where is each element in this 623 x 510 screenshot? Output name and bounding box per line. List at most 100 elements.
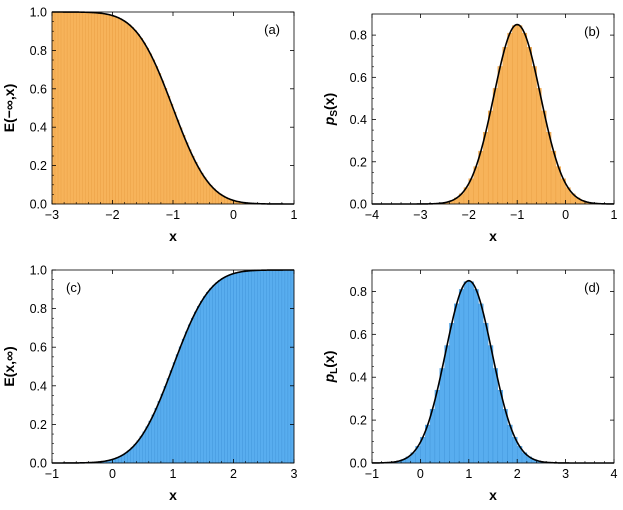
histogram-bar xyxy=(155,408,158,463)
histogram-bar xyxy=(55,12,58,204)
x-tick-label: −2 xyxy=(105,208,119,222)
y-tick-label: 1.0 xyxy=(30,264,47,278)
x-tick-label: −1 xyxy=(45,467,59,481)
x-tick-label: 1 xyxy=(611,208,618,222)
histogram-bar xyxy=(191,318,194,463)
histogram-bar xyxy=(537,88,542,204)
histogram-bar xyxy=(203,296,206,463)
x-tick-label: 0 xyxy=(562,208,569,222)
histogram-bar xyxy=(512,26,517,204)
x-tick-label: 3 xyxy=(562,467,569,481)
histogram-bar xyxy=(288,270,291,463)
histogram-bar xyxy=(493,88,498,204)
histogram-bar xyxy=(488,346,493,463)
histogram-bar xyxy=(478,304,483,463)
histogram-bar xyxy=(282,270,285,463)
histogram-bar xyxy=(191,156,194,204)
histogram-bar xyxy=(227,275,230,463)
histogram-bar xyxy=(276,270,279,463)
histogram-bar xyxy=(517,26,522,204)
histogram-bar xyxy=(435,390,440,463)
histogram-bar xyxy=(243,271,246,463)
histogram-bar xyxy=(143,432,146,463)
histogram-bar xyxy=(185,332,188,463)
histogram-bars-d xyxy=(387,282,552,463)
histogram-bar xyxy=(122,20,125,204)
y-tick-label: 0.6 xyxy=(30,82,47,96)
y-tick-label: 0.6 xyxy=(30,341,47,355)
y-tick-label: 1.0 xyxy=(30,6,47,20)
histogram-bars-c xyxy=(88,270,294,463)
y-tick-label: 0.6 xyxy=(350,71,367,85)
x-tick-label: 1 xyxy=(170,467,177,481)
histogram-bar xyxy=(212,285,215,463)
histogram-bar xyxy=(128,450,131,463)
histogram-bar xyxy=(546,132,551,204)
histogram-bar xyxy=(527,47,532,204)
y-tick-label: 0.8 xyxy=(30,44,47,58)
histogram-bar xyxy=(149,54,152,204)
histogram-bar xyxy=(131,448,134,463)
histogram-bar xyxy=(194,312,197,463)
histogram-bar xyxy=(76,12,79,204)
histogram-bar xyxy=(134,444,137,463)
histogram-bar xyxy=(155,66,158,204)
y-tick-label: 0.4 xyxy=(30,121,47,135)
histogram-bar xyxy=(194,162,197,204)
x-tick-label: 2 xyxy=(230,467,237,481)
histogram-bar xyxy=(234,273,237,463)
histogram-bar xyxy=(270,270,273,463)
histogram-bar xyxy=(240,272,243,463)
y-tick-label: 0.8 xyxy=(350,285,367,299)
y-tick-label: 0.4 xyxy=(350,371,367,385)
y-axis-label-d-main: p xyxy=(321,373,337,383)
histogram-bar xyxy=(100,13,103,204)
histogram-bar xyxy=(206,182,209,204)
y-tick-label: 0.6 xyxy=(350,328,367,342)
histogram-bar xyxy=(146,427,149,463)
y-tick-label: 0.4 xyxy=(350,113,367,127)
histogram-bar xyxy=(212,189,215,204)
histogram-bar xyxy=(179,347,182,463)
histogram-bar xyxy=(206,292,209,463)
histogram-bar xyxy=(161,81,164,204)
histogram-bar xyxy=(64,12,67,204)
histogram-bar xyxy=(188,150,191,204)
y-axis-label-b: pS(x) xyxy=(321,93,340,126)
histogram-bar xyxy=(483,323,488,463)
histogram-bar xyxy=(70,12,73,204)
histogram-bar xyxy=(285,270,288,463)
histogram-bar xyxy=(67,12,70,204)
histogram-bar xyxy=(237,272,240,463)
histogram-bar xyxy=(488,111,493,204)
histogram-bar xyxy=(106,14,109,204)
histogram-bar xyxy=(252,271,255,463)
histogram-bar xyxy=(218,280,221,463)
histogram-bar xyxy=(197,306,200,463)
histogram-bar xyxy=(179,128,182,204)
histogram-bar xyxy=(88,12,91,204)
y-tick-label: 0.0 xyxy=(350,457,367,471)
x-axis-label-d: x xyxy=(489,487,497,503)
histogram-bar xyxy=(149,421,152,463)
histogram-bar xyxy=(131,27,134,204)
histogram-bar xyxy=(109,15,112,204)
x-tick-label: 0 xyxy=(109,467,116,481)
histogram-bar xyxy=(82,12,85,204)
histogram-bar xyxy=(58,12,61,204)
histogram-bar xyxy=(140,437,143,463)
histogram-bar xyxy=(113,16,116,204)
histogram-bar xyxy=(182,135,185,204)
x-tick-label: −1 xyxy=(166,208,180,222)
histogram-bar xyxy=(454,304,459,463)
y-tick-label: 0.2 xyxy=(30,418,47,432)
histogram-bar xyxy=(508,33,513,204)
y-axis-label-d-tail: (x) xyxy=(321,351,337,368)
x-tick-label: −3 xyxy=(45,208,59,222)
x-tick-label: 1 xyxy=(465,467,472,481)
histogram-bar xyxy=(493,368,498,463)
histogram-bar xyxy=(137,441,140,463)
histogram-bar xyxy=(97,13,100,204)
